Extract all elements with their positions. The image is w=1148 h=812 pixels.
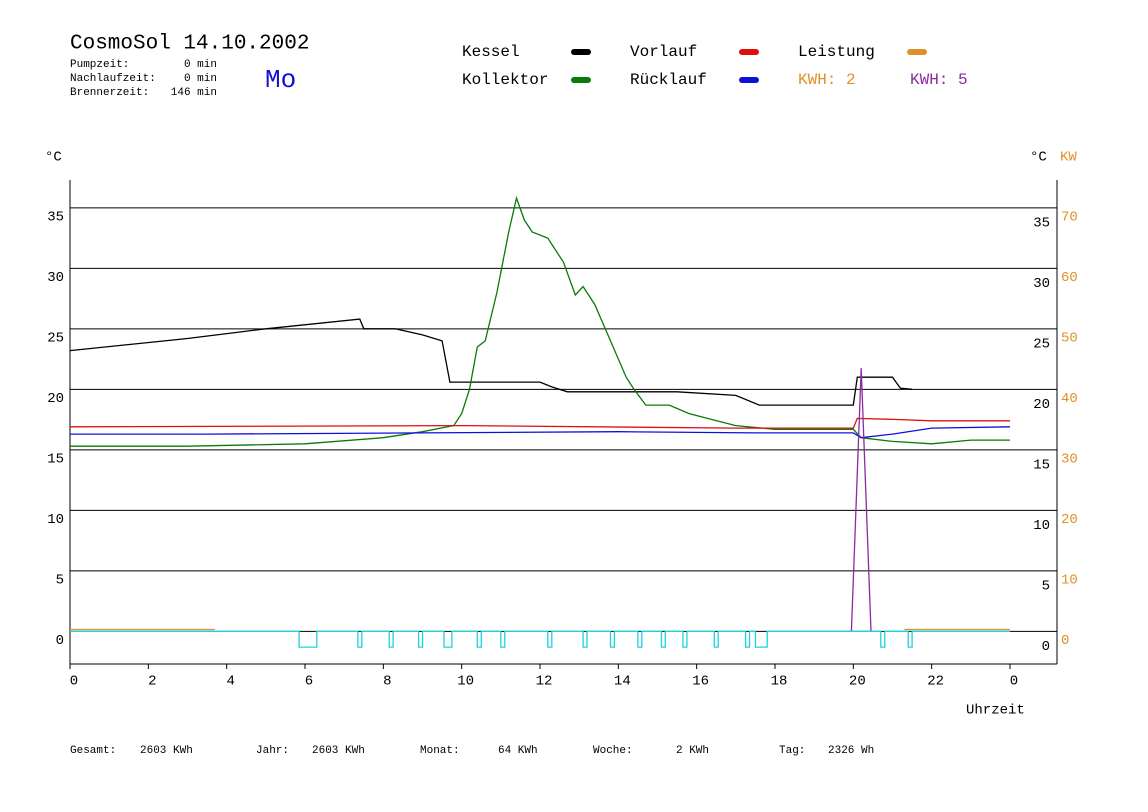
y-right-tick-label: 35 <box>1033 216 1050 232</box>
x-tick-label: 0 <box>70 674 78 690</box>
y-right-tick-label: 20 <box>1033 397 1050 413</box>
x-tick-label: 6 <box>305 674 313 690</box>
series-line <box>70 195 1010 447</box>
y2-tick-label: 10 <box>1061 573 1078 589</box>
y-tick-label: 25 <box>47 331 64 347</box>
kwh-label: KWH: 5 <box>910 71 968 89</box>
y2-tick-label: 50 <box>1061 331 1078 347</box>
y-right-tick-label: 25 <box>1033 337 1050 353</box>
total-label: Jahr: <box>256 745 289 757</box>
legend-label: Leistung <box>798 43 875 61</box>
y-tick-label: 10 <box>47 512 64 528</box>
stat-label: Brennerzeit: <box>70 87 149 99</box>
total-value: 64 KWh <box>498 745 538 757</box>
stat-label: Nachlaufzeit: <box>70 73 156 85</box>
y2-tick-label: 70 <box>1061 210 1078 226</box>
stat-value: 0 min <box>184 59 217 71</box>
x-tick-label: 18 <box>771 674 788 690</box>
legend-label: Kessel <box>462 43 520 61</box>
y2-tick-label: 40 <box>1061 391 1078 407</box>
y-tick-label: 30 <box>47 270 64 286</box>
series-line <box>69 318 913 406</box>
legend-label: Kollektor <box>462 71 548 89</box>
y-tick-label: 5 <box>56 573 64 589</box>
series-line <box>70 630 1010 648</box>
x-tick-label: 0 <box>1010 674 1018 690</box>
total-label: Woche: <box>593 745 633 757</box>
total-label: Tag: <box>779 745 805 757</box>
y-right-tick-label: 30 <box>1033 276 1050 292</box>
total-label: Gesamt: <box>70 745 116 757</box>
total-label: Monat: <box>420 745 460 757</box>
kwh-label: KWH: 2 <box>798 71 856 89</box>
total-value: 2603 KWh <box>140 745 193 757</box>
y2-tick-label: 30 <box>1061 452 1078 468</box>
y-axis-label: °C <box>45 150 62 166</box>
y2-tick-label: 0 <box>1061 633 1069 649</box>
y2-tick-label: 20 <box>1061 512 1078 528</box>
total-value: 2326 Wh <box>828 745 874 757</box>
x-tick-label: 22 <box>927 674 944 690</box>
x-tick-label: 20 <box>849 674 866 690</box>
stat-value: 146 min <box>171 87 217 99</box>
stat-value: 0 min <box>184 73 217 85</box>
x-tick-label: 2 <box>148 674 156 690</box>
y-right-tick-label: 10 <box>1033 518 1050 534</box>
y-tick-label: 20 <box>47 391 64 407</box>
y-right-tick-label: 5 <box>1042 579 1050 595</box>
y-right-tick-label: 15 <box>1033 458 1050 474</box>
y-tick-label: 35 <box>47 210 64 226</box>
x-tick-label: 14 <box>614 674 631 690</box>
x-tick-label: 10 <box>457 674 474 690</box>
legend-label: Rücklauf <box>630 71 707 89</box>
stat-label: Pumpzeit: <box>70 59 129 71</box>
x-tick-label: 8 <box>383 674 391 690</box>
y2-axis-label: KW <box>1060 150 1077 166</box>
chart-title: CosmoSol 14.10.2002 <box>70 33 309 56</box>
series-line <box>70 426 1011 439</box>
y-tick-label: 15 <box>47 452 64 468</box>
x-tick-label: 12 <box>536 674 553 690</box>
total-value: 2 KWh <box>676 745 709 757</box>
weekday: Mo <box>265 65 296 95</box>
series-line <box>850 368 872 632</box>
legend-label: Vorlauf <box>630 43 697 61</box>
series-line <box>69 417 1010 429</box>
x-axis-label: Uhrzeit <box>966 703 1025 719</box>
y-tick-label: 0 <box>56 633 64 649</box>
x-tick-label: 16 <box>692 674 709 690</box>
total-value: 2603 KWh <box>312 745 365 757</box>
y2-unit-label: °C <box>1030 150 1047 166</box>
y2-tick-label: 60 <box>1061 270 1078 286</box>
y-right-tick-label: 0 <box>1042 639 1050 655</box>
x-tick-label: 4 <box>226 674 234 690</box>
